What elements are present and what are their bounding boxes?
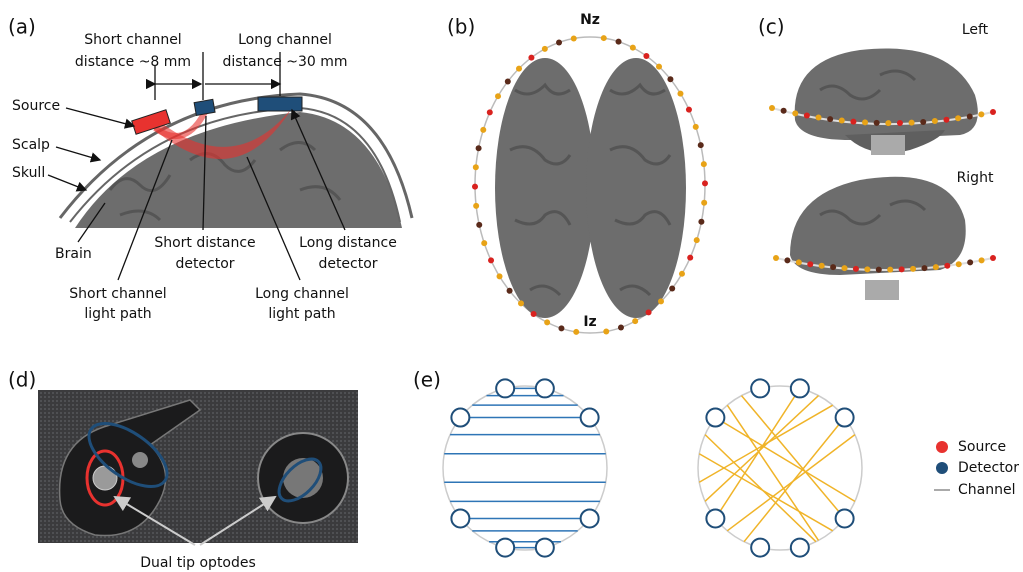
left-brain <box>795 48 978 140</box>
legend-label: Source <box>958 439 1006 455</box>
panel-a: (a) Short channel distance ~8 mm Long ch… <box>8 15 412 323</box>
right-brain <box>790 177 966 275</box>
annotation: Short channel <box>84 32 181 48</box>
annotation: Long distance <box>299 235 397 251</box>
panel-b: (b) Nz Iz <box>447 12 708 335</box>
view-label: Left <box>962 22 989 38</box>
annotation: Short distance <box>154 235 255 251</box>
annotation: detector <box>175 256 234 272</box>
annotation: distance ~8 mm <box>75 54 191 70</box>
panel-label: (d) <box>8 368 36 392</box>
short-detector-optode <box>194 99 215 115</box>
annotation: Scalp <box>12 137 50 153</box>
panel-d: (d) Dual tip optodes <box>8 368 358 572</box>
figure: (a) Short channel distance ~8 mm Long ch… <box>0 0 1023 572</box>
right-hemisphere <box>586 58 686 318</box>
annotation: Source <box>12 98 60 114</box>
annotation: light path <box>84 306 151 322</box>
annotation: Short channel <box>69 286 166 302</box>
annotation: Skull <box>12 165 45 181</box>
legend-source-marker <box>936 441 948 453</box>
panel-c: (c) Left Right <box>758 15 996 301</box>
annotation: Brain <box>55 246 92 262</box>
annotation: Long channel <box>255 286 349 302</box>
panel-label: (e) <box>413 368 441 392</box>
annotation: light path <box>268 306 335 322</box>
legend-label: Detector <box>958 460 1019 476</box>
view-label: Right <box>957 170 994 186</box>
long-detector-optode <box>258 97 302 111</box>
annotation: distance ~30 mm <box>222 54 347 70</box>
legend-label: Channel <box>958 482 1015 498</box>
landmark-label: Iz <box>583 314 596 330</box>
panel-label: (c) <box>758 15 785 39</box>
annotation: Long channel <box>238 32 332 48</box>
panel-label: (a) <box>8 15 36 39</box>
panel-e: (e) Source Detector Channel <box>413 368 1019 557</box>
panel-label: (b) <box>447 15 475 39</box>
left-hemisphere <box>495 58 595 318</box>
annotation: detector <box>318 256 377 272</box>
landmark-label: Nz <box>580 12 600 28</box>
caption: Dual tip optodes <box>140 555 256 571</box>
legend-detector-marker <box>936 462 948 474</box>
